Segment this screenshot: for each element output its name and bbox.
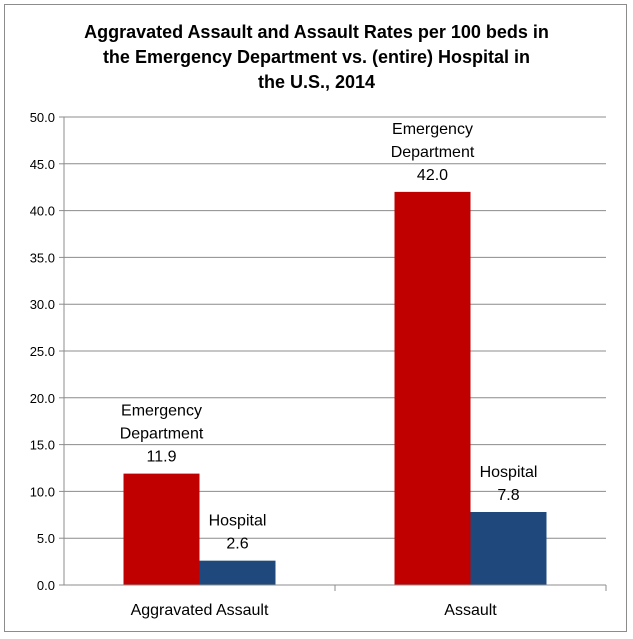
y-tick-label: 30.0: [30, 297, 55, 312]
y-tick-label: 10.0: [30, 484, 55, 499]
y-tick-label: 0.0: [37, 578, 55, 593]
axes: 0.0 5.0 10.0 15.0 20.0 25.0 30.0 35.0 40.0 45.0 50…: [30, 110, 607, 593]
y-tick-label: 15.0: [30, 438, 55, 453]
data-label-value: 7.8: [497, 487, 519, 504]
x-category-label: Aggravated Assault: [131, 602, 269, 619]
chart-title-line-1: Aggravated Assault and Assault Rates per…: [84, 22, 549, 42]
data-label-value: 2.6: [226, 536, 248, 553]
data-label-series: Hospital: [209, 513, 267, 530]
data-label-value: 42.0: [417, 167, 448, 184]
chart-title-line-2: the Emergency Department vs. (entire) Ho…: [102, 47, 531, 67]
y-tick-label: 5.0: [37, 531, 55, 546]
y-tick-label: 20.0: [30, 391, 55, 406]
data-label-series: Emergency: [121, 403, 202, 420]
chart-title-line-3: the U.S., 2014: [257, 72, 376, 92]
y-tick-label: 50.0: [30, 110, 55, 125]
chart-title: Aggravated Assault and Assault Rates per…: [0, 20, 633, 95]
bar-hospital-aggravated-assault: [199, 560, 276, 585]
bar-hospital-assault: [470, 511, 547, 585]
bar-emergency-department-aggravated-assault: [123, 473, 200, 585]
x-category-label: Assault: [444, 602, 497, 619]
y-tick-label: 40.0: [30, 204, 55, 219]
data-label-series: Hospital: [480, 464, 538, 481]
labels: Aggravated Assault Emergency Department 11.…: [120, 121, 538, 619]
bars: [123, 191, 547, 585]
data-label-series: Department: [391, 144, 475, 161]
data-label-series: Emergency: [392, 121, 473, 138]
data-label-value: 11.9: [147, 449, 177, 466]
y-tick-label: 45.0: [30, 157, 55, 172]
data-label-series: Department: [120, 426, 204, 443]
bar-emergency-department-assault: [394, 191, 471, 585]
y-tick-label: 25.0: [30, 344, 55, 359]
y-tick-label: 35.0: [30, 250, 55, 265]
